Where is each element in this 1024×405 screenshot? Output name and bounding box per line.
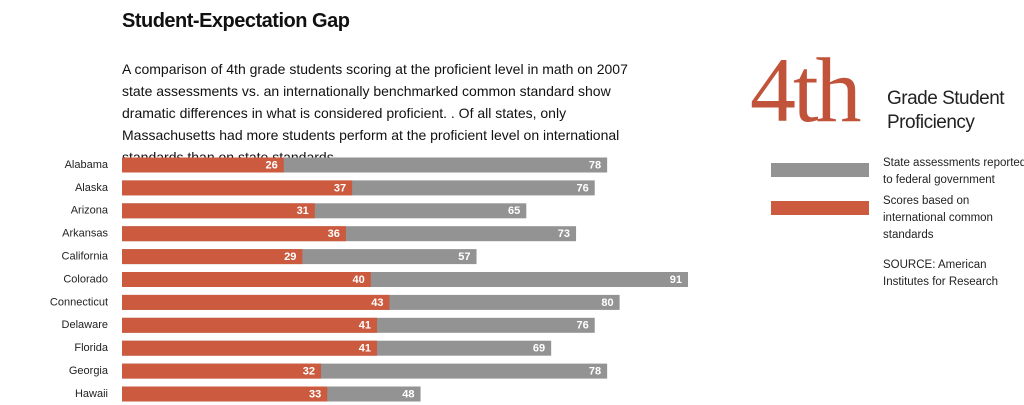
data-label: 65 [508, 205, 520, 217]
bar [122, 180, 353, 196]
chart: Alabama 78 26 Alaska 76 37 Arizona 65 31 Arkansas… [50, 157, 689, 402]
data-label: 76 [576, 182, 588, 194]
data-label: 37 [334, 182, 346, 194]
y-tick-label: Hawaii [75, 388, 108, 400]
data-label: 26 [265, 159, 277, 171]
y-tick-label: Alaska [75, 182, 109, 194]
legend-swatch [771, 163, 869, 177]
data-label: 78 [589, 159, 601, 171]
bar [122, 203, 315, 219]
data-label: 40 [353, 274, 365, 286]
y-tick-label: Alabama [65, 159, 109, 171]
legend-label: Scores based on international common sta… [883, 195, 993, 241]
badge-caption: Proficiency [887, 112, 975, 133]
bar [122, 272, 371, 287]
y-tick-label: Florida [74, 342, 109, 354]
bar [122, 226, 346, 242]
data-label: 91 [670, 274, 682, 286]
data-label: 29 [284, 251, 296, 263]
legend-label: State assessments reported to federal go… [883, 157, 1024, 186]
data-label: 78 [589, 366, 601, 378]
source: SOURCE: American Institutes for Research [883, 259, 999, 288]
y-tick-label: Colorado [63, 273, 108, 285]
bar [122, 340, 378, 356]
data-label: 36 [328, 228, 340, 240]
data-label: 80 [601, 297, 613, 309]
badge-caption: Grade Student [887, 88, 1005, 109]
y-tick-label: Arizona [71, 205, 109, 217]
data-label: 41 [359, 320, 371, 332]
data-label: 32 [303, 366, 315, 378]
data-label: 31 [297, 205, 309, 217]
legend-swatch [771, 201, 869, 215]
data-label: 73 [558, 228, 570, 240]
y-tick-label: Georgia [69, 365, 109, 377]
bar [122, 157, 284, 173]
data-label: 48 [402, 388, 414, 400]
y-tick-label: Connecticut [50, 296, 108, 308]
bar [122, 249, 303, 265]
data-label: 69 [533, 343, 545, 355]
badge: 4th [750, 39, 862, 141]
data-label: 76 [576, 320, 588, 332]
data-label: 33 [309, 388, 321, 400]
data-label: 41 [359, 343, 371, 355]
y-tick-label: California [62, 251, 109, 263]
data-label: 57 [458, 251, 470, 263]
bar [122, 363, 322, 379]
chart-title: Student-Expectation Gap [122, 10, 350, 32]
y-tick-label: Delaware [62, 319, 108, 331]
bar [122, 386, 328, 402]
y-tick-label: Arkansas [62, 228, 108, 240]
bar [122, 294, 390, 310]
data-label: 43 [371, 297, 383, 309]
bar [122, 317, 378, 333]
